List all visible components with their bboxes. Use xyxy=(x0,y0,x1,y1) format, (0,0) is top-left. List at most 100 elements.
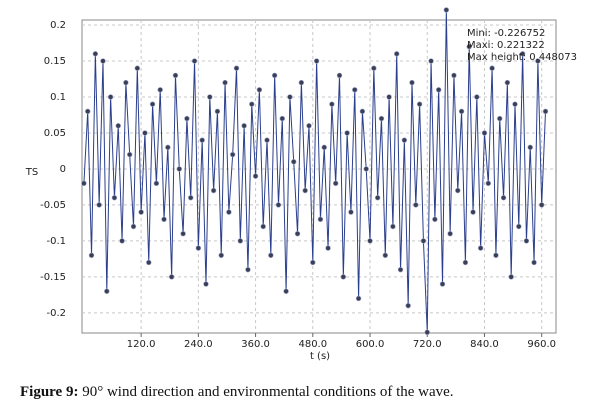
data-point xyxy=(111,195,118,201)
data-point xyxy=(470,209,476,215)
y-tick-label: 0.15 xyxy=(44,56,66,67)
data-point xyxy=(508,274,514,280)
data-point xyxy=(275,202,282,208)
data-point xyxy=(424,329,430,335)
data-point xyxy=(329,101,335,107)
data-point xyxy=(317,216,324,223)
plot-frame xyxy=(81,19,557,334)
data-point xyxy=(313,58,320,64)
data-point xyxy=(107,94,114,100)
x-tick-label: 480.0 xyxy=(298,339,327,350)
y-tick-label: 0.2 xyxy=(50,20,66,31)
y-tick-label: -0.05 xyxy=(40,200,66,211)
data-point xyxy=(191,58,198,64)
data-point xyxy=(123,79,129,86)
data-point xyxy=(233,65,240,71)
data-point xyxy=(443,7,450,13)
data-point xyxy=(405,302,411,309)
data-point xyxy=(306,123,312,129)
annotation: Mini: -0.226752 xyxy=(467,28,545,39)
data-point xyxy=(222,79,228,86)
data-point xyxy=(428,58,434,64)
data-point xyxy=(477,245,484,251)
data-point xyxy=(96,202,102,208)
data-point xyxy=(161,216,167,223)
data-point xyxy=(493,252,499,258)
data-point xyxy=(397,266,404,273)
y-tick-label: -0.1 xyxy=(46,236,66,247)
data-point xyxy=(264,137,270,143)
data-point xyxy=(172,72,179,79)
data-point xyxy=(142,130,148,136)
caption: Figure 9: 90° wind direction and environ… xyxy=(20,384,454,401)
data-point xyxy=(336,72,343,79)
x-tick-label: 240.0 xyxy=(184,339,213,350)
data-point xyxy=(283,288,289,294)
data-point xyxy=(455,187,461,194)
data-point xyxy=(268,252,274,258)
data-point xyxy=(497,115,503,122)
data-point xyxy=(462,259,469,266)
data-point xyxy=(416,101,423,107)
y-tick-label: 0.05 xyxy=(44,128,66,139)
data-point xyxy=(519,51,526,57)
data-point xyxy=(153,180,160,187)
data-point xyxy=(447,231,453,237)
data-point xyxy=(92,51,99,57)
data-point xyxy=(115,123,121,129)
data-point xyxy=(489,65,495,71)
data-point xyxy=(542,108,549,115)
data-point xyxy=(203,281,209,287)
x-tick-label: 840.0 xyxy=(470,339,499,350)
data-point xyxy=(104,288,110,294)
data-point xyxy=(352,87,358,93)
x-tick-label: 360.0 xyxy=(241,339,270,350)
data-point xyxy=(88,252,95,258)
data-point xyxy=(332,180,339,187)
data-point xyxy=(516,223,522,230)
data-point xyxy=(134,65,141,71)
x-tick-label: 120.0 xyxy=(127,339,156,350)
y-tick-label: 0 xyxy=(60,164,66,175)
data-point xyxy=(260,223,266,230)
data-point xyxy=(485,180,491,187)
data-point xyxy=(184,115,190,122)
data-point xyxy=(386,94,392,100)
data-point xyxy=(249,101,255,107)
data-point xyxy=(523,238,530,244)
y-axis-label: TS xyxy=(25,167,38,178)
data-point xyxy=(390,223,396,230)
y-tick-label: -0.2 xyxy=(46,308,66,319)
data-point xyxy=(138,209,144,215)
data-point xyxy=(81,180,87,187)
data-point xyxy=(291,159,297,165)
data-point xyxy=(100,58,106,64)
data-point xyxy=(466,43,472,50)
data-point xyxy=(180,231,186,237)
data-point xyxy=(321,144,327,151)
x-tick-label: 600.0 xyxy=(356,339,385,350)
data-point xyxy=(207,94,213,100)
data-point xyxy=(363,166,369,172)
x-axis-label: t (s) xyxy=(310,351,330,362)
y-tick-label: -0.15 xyxy=(40,272,66,283)
data-point xyxy=(535,58,541,64)
data-point xyxy=(435,87,442,93)
data-point xyxy=(229,151,236,158)
data-point xyxy=(504,79,511,86)
data-point xyxy=(371,65,377,71)
data-point xyxy=(126,151,133,158)
data-point xyxy=(85,108,91,115)
data-point xyxy=(241,123,247,129)
data-point xyxy=(252,173,259,179)
data-point xyxy=(271,72,278,79)
data-point xyxy=(279,115,285,122)
data-point xyxy=(294,231,301,237)
data-point xyxy=(119,238,125,244)
data-point xyxy=(302,187,308,194)
data-point xyxy=(348,209,354,215)
data-point xyxy=(340,274,347,280)
data-point xyxy=(310,259,316,266)
data-point xyxy=(394,51,400,57)
data-point xyxy=(382,252,388,258)
